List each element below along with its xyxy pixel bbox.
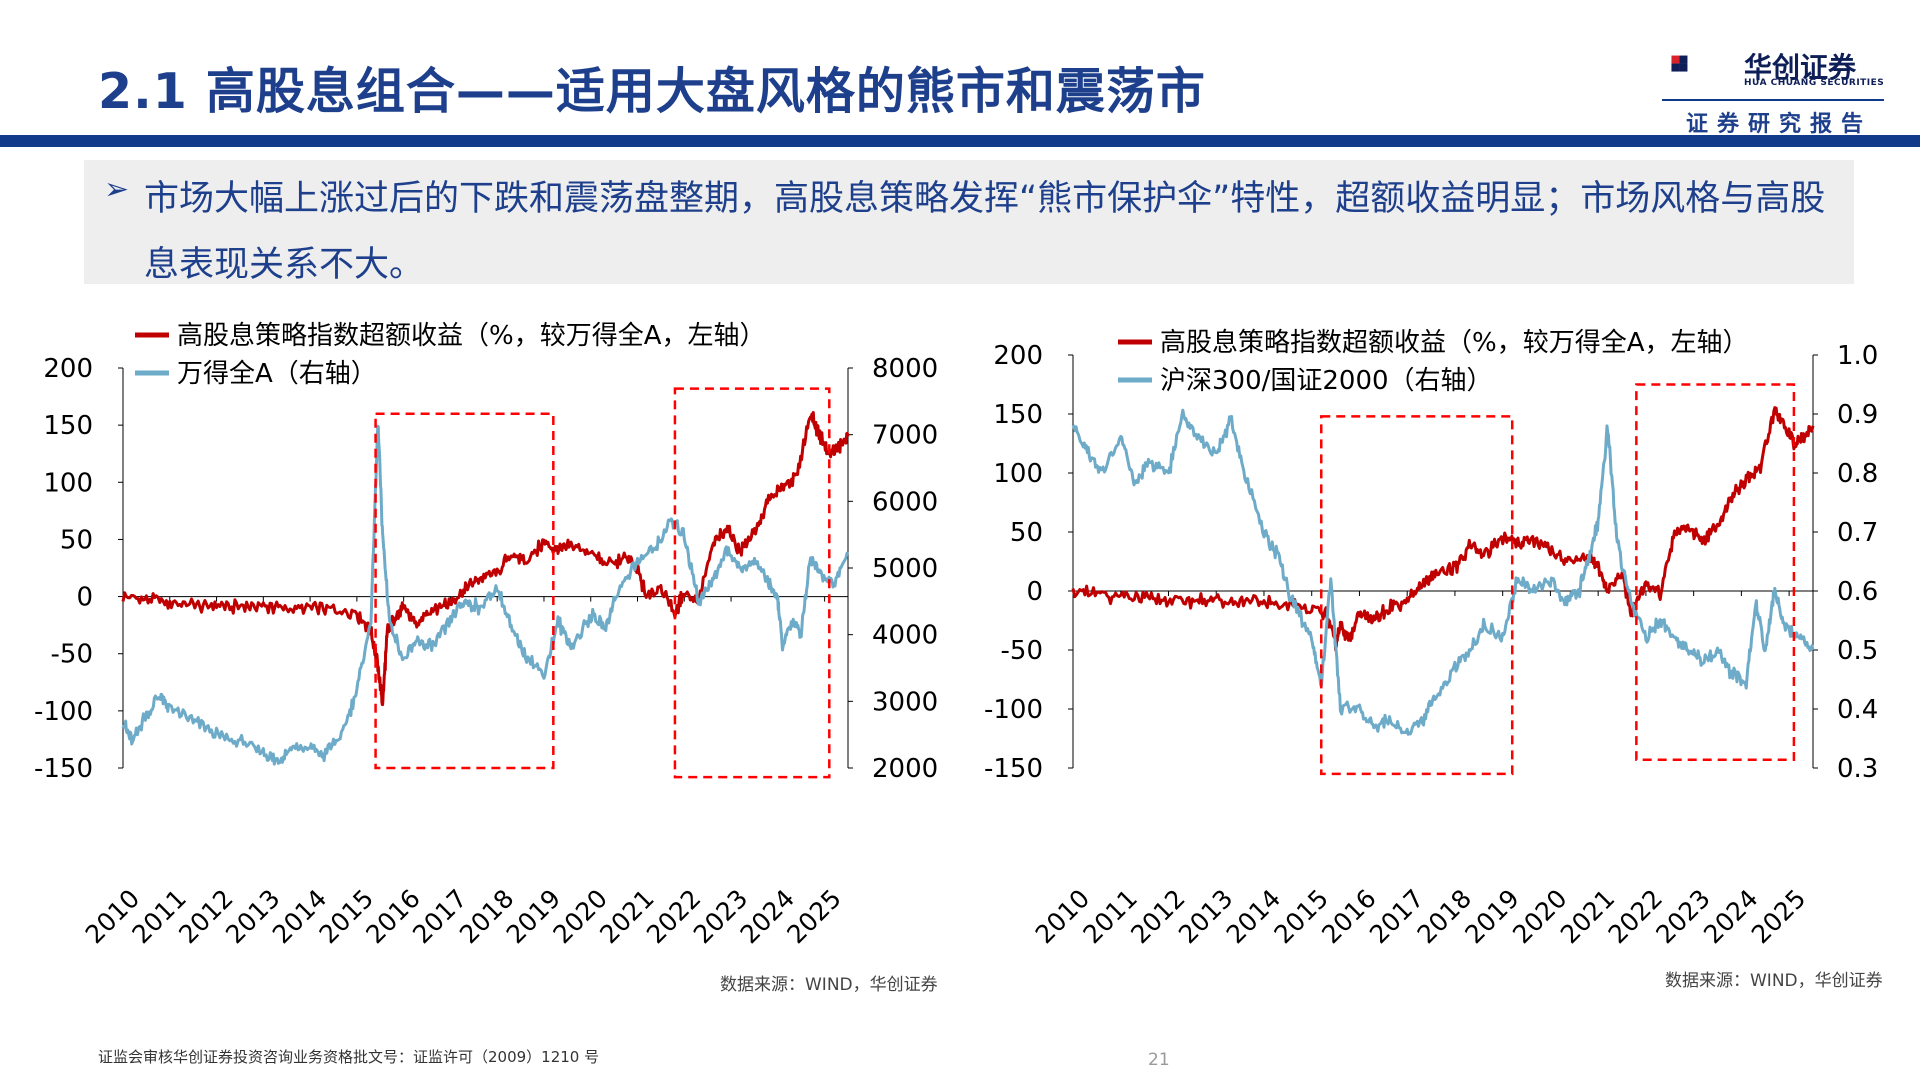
left-tick-label: -100 bbox=[984, 695, 1043, 725]
header-rule bbox=[0, 135, 1920, 147]
left-tick-label: 200 bbox=[993, 341, 1043, 371]
left-tick-label: -150 bbox=[34, 754, 93, 784]
x-tick-label: 2016 bbox=[1316, 884, 1381, 949]
series-line-excess-return bbox=[1071, 406, 1815, 652]
right-tick-label: 5000 bbox=[872, 554, 938, 584]
right-tick-label: 0.9 bbox=[1837, 400, 1878, 430]
highlight-box bbox=[673, 387, 831, 779]
x-tick-label: 2022 bbox=[641, 884, 706, 949]
summary-text: 市场大幅上涨过后的下跌和震荡盘整期，高股息策略发挥“熊市保护伞”特性，超额收益明… bbox=[144, 179, 1826, 285]
right-tick-label: 2000 bbox=[872, 754, 938, 784]
chart-source-right: 数据来源：WIND，华创证券 bbox=[1665, 971, 1883, 991]
summary-box bbox=[84, 160, 1854, 284]
x-tick-label: 2021 bbox=[1555, 884, 1620, 949]
x-tick-label: 2016 bbox=[360, 884, 425, 949]
x-tick-label: 2025 bbox=[781, 884, 846, 949]
left-tick-label: -150 bbox=[984, 754, 1043, 784]
chart-dividend-vs-hs300-gz2000: 200 150 100 50 0 -50 -100 -150 1.0 0.9 0.8 0.7 0.6 0.… bbox=[984, 328, 1878, 949]
legend-label-benchmark: 万得全A（右轴） bbox=[177, 359, 377, 389]
left-tick-label: 0 bbox=[76, 583, 93, 613]
left-tick-label: 50 bbox=[1010, 518, 1043, 548]
x-tick-label: 2015 bbox=[314, 884, 379, 949]
x-tick-label: 2014 bbox=[267, 884, 332, 949]
right-tick-label: 3000 bbox=[872, 687, 938, 717]
left-tick-label: 100 bbox=[43, 468, 93, 498]
right-tick-label: 0.3 bbox=[1837, 754, 1878, 784]
x-tick-label: 2017 bbox=[1364, 884, 1429, 949]
license-footer: 证监会审核华创证券投资咨询业务资格批文号：证监许可（2009）1210 号 bbox=[98, 1048, 600, 1066]
x-tick-label: 2019 bbox=[1459, 884, 1524, 949]
x-tick-label: 2023 bbox=[688, 884, 753, 949]
x-tick-label: 2020 bbox=[547, 884, 612, 949]
right-tick-label: 7000 bbox=[872, 421, 938, 451]
x-tick-label: 2011 bbox=[1077, 884, 1142, 949]
right-tick-label: 1.0 bbox=[1837, 341, 1878, 371]
left-tick-label: -100 bbox=[34, 697, 93, 727]
x-tick-label: 2012 bbox=[1125, 884, 1190, 949]
left-tick-label: 150 bbox=[993, 400, 1043, 430]
x-tick-label: 2024 bbox=[735, 884, 800, 949]
left-tick-label: 100 bbox=[993, 459, 1043, 489]
x-tick-label: 2022 bbox=[1603, 884, 1668, 949]
right-tick-label: 0.8 bbox=[1837, 459, 1878, 489]
x-tick-label: 2011 bbox=[127, 884, 192, 949]
x-tick-label: 2013 bbox=[220, 884, 285, 949]
logo-english: HUA CHUANG SECURITIES bbox=[1744, 78, 1885, 88]
x-tick-label: 2015 bbox=[1268, 884, 1333, 949]
highlight-box bbox=[374, 412, 555, 770]
left-tick-label: 200 bbox=[43, 354, 93, 384]
left-tick-label: 150 bbox=[43, 411, 93, 441]
left-tick-label: 0 bbox=[1026, 577, 1043, 607]
right-tick-label: 0.7 bbox=[1837, 518, 1878, 548]
x-tick-label: 2020 bbox=[1507, 884, 1572, 949]
x-tick-label: 2021 bbox=[594, 884, 659, 949]
x-tick-label: 2012 bbox=[173, 884, 238, 949]
right-tick-label: 6000 bbox=[872, 487, 938, 517]
legend-label-excess-return: 高股息策略指数超额收益（%，较万得全A，左轴） bbox=[1160, 328, 1749, 358]
x-tick-label: 2025 bbox=[1746, 884, 1811, 949]
page-number: 21 bbox=[1148, 1050, 1170, 1070]
chart-dividend-vs-wind-a: 200 150 100 50 0 -50 -100 -150 8000 7000 6000 5000 4… bbox=[34, 321, 938, 949]
x-tick-label: 2018 bbox=[454, 884, 519, 949]
company-logo-icon bbox=[1671, 55, 1688, 72]
right-tick-label: 0.5 bbox=[1837, 636, 1878, 666]
highlight-box bbox=[1635, 383, 1796, 761]
x-tick-label: 2019 bbox=[501, 884, 566, 949]
x-tick-label: 2018 bbox=[1412, 884, 1477, 949]
bullet-arrow-icon: ➢ bbox=[104, 172, 130, 207]
page-title: 2.1 高股息组合——适用大盘风格的熊市和震荡市 bbox=[98, 63, 1206, 120]
legend-label-benchmark: 沪深300/国证2000（右轴） bbox=[1160, 366, 1493, 396]
x-tick-label: 2017 bbox=[407, 884, 472, 949]
chart-source-left: 数据来源：WIND，华创证券 bbox=[720, 975, 938, 995]
left-tick-label: -50 bbox=[1001, 636, 1043, 666]
x-tick-label: 2023 bbox=[1650, 884, 1715, 949]
logo-name: 华创证券 bbox=[1744, 51, 1857, 84]
x-tick-label: 2014 bbox=[1221, 884, 1286, 949]
x-tick-label: 2013 bbox=[1173, 884, 1238, 949]
legend-label-excess-return: 高股息策略指数超额收益（%，较万得全A，左轴） bbox=[177, 321, 766, 351]
left-tick-label: -50 bbox=[51, 640, 93, 670]
highlight-box bbox=[1320, 415, 1514, 776]
logo-divider bbox=[1662, 99, 1884, 101]
x-tick-label: 2010 bbox=[1030, 884, 1095, 949]
right-tick-label: 0.4 bbox=[1837, 695, 1878, 725]
right-tick-label: 0.6 bbox=[1837, 577, 1878, 607]
x-tick-label: 2010 bbox=[80, 884, 145, 949]
series-line-benchmark bbox=[121, 424, 850, 766]
right-tick-label: 8000 bbox=[872, 354, 938, 384]
left-tick-label: 50 bbox=[60, 525, 93, 555]
report-tagline: 证券研究报告 bbox=[1686, 112, 1873, 137]
series-line-excess-return bbox=[121, 411, 850, 707]
right-tick-label: 4000 bbox=[872, 621, 938, 651]
x-tick-label: 2024 bbox=[1698, 884, 1763, 949]
series-line-benchmark bbox=[1071, 408, 1815, 736]
